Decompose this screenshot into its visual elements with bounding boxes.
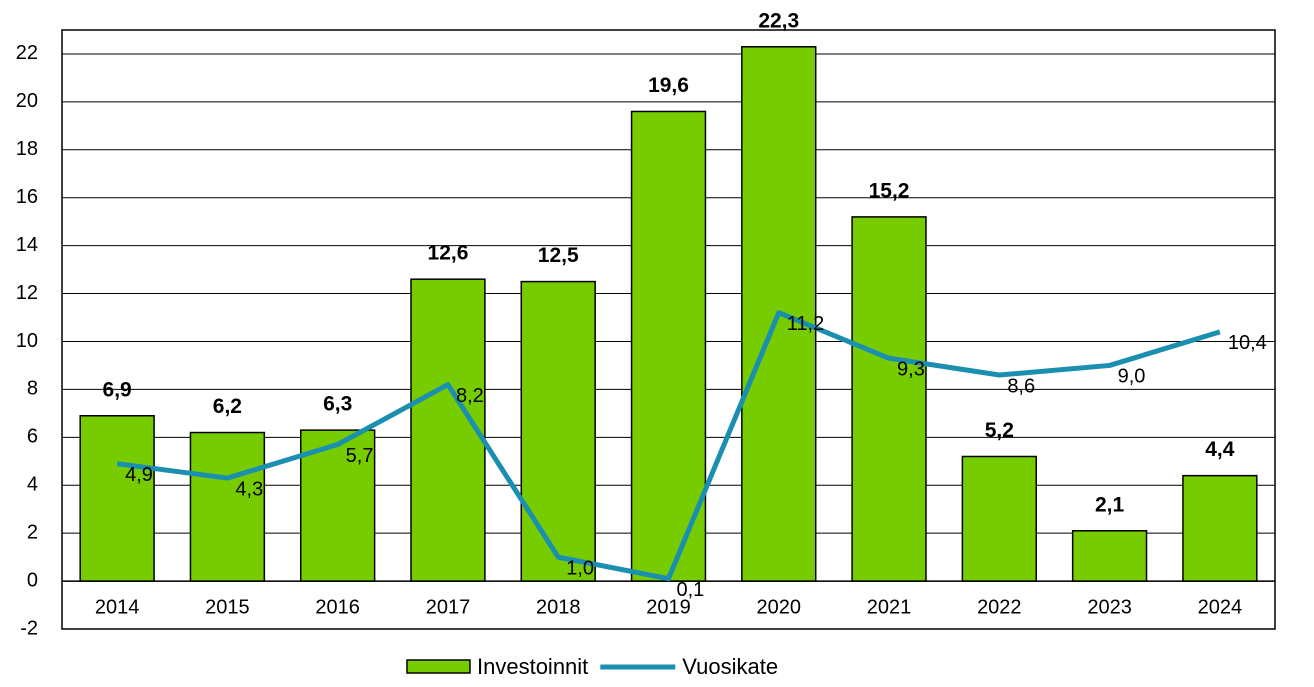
bar-value-label: 6,2 (213, 395, 242, 418)
line-value-label: 9,0 (1118, 366, 1146, 388)
bar (1071, 530, 1148, 582)
legend-label: Investoinnit (477, 654, 588, 679)
y-tick-label: 22 (16, 42, 38, 64)
x-tick-label: 2015 (205, 596, 250, 618)
line-value-label: 8,6 (1007, 375, 1035, 397)
x-tick-label: 2024 (1198, 596, 1243, 618)
y-tick-label: 12 (16, 282, 38, 304)
y-tick-label: 20 (16, 90, 38, 112)
bar-value-label: 2,1 (1095, 493, 1125, 516)
line-value-label: 10,4 (1228, 332, 1267, 354)
x-tick-label: 2023 (1087, 596, 1132, 618)
y-tick-label: 10 (16, 330, 38, 352)
line-value-label: 4,3 (235, 478, 263, 500)
bar (961, 455, 1038, 582)
bar-value-label: 12,6 (428, 242, 469, 265)
y-tick-label: 16 (16, 186, 38, 208)
bar (189, 431, 266, 582)
bar-value-label: 5,2 (985, 419, 1014, 442)
line-value-label: 4,9 (125, 464, 153, 486)
line-value-label: 1,0 (566, 557, 594, 579)
x-tick-label: 2020 (757, 596, 802, 618)
bar-value-label: 19,6 (648, 74, 689, 97)
x-tick-label: 2017 (426, 596, 471, 618)
bar-value-label: 22,3 (758, 9, 799, 32)
bar (410, 278, 486, 582)
y-tick-label: 18 (16, 138, 38, 160)
line-value-label: 8,2 (456, 385, 484, 407)
line-value-label: 11,2 (787, 313, 824, 335)
bar-value-label: 6,3 (323, 393, 352, 416)
bar-value-label: 15,2 (869, 179, 910, 202)
line-value-label: 9,3 (897, 359, 925, 381)
bar (299, 429, 376, 582)
legend-label: Vuosikate (682, 654, 778, 679)
bar-value-label: 6,9 (103, 378, 132, 401)
x-tick-label: 2014 (95, 596, 140, 618)
bar (1182, 474, 1258, 582)
y-tick-label: -2 (20, 617, 38, 639)
line-value-label: 5,7 (346, 445, 374, 467)
x-tick-label: 2022 (977, 596, 1022, 618)
y-tick-label: 6 (27, 426, 38, 448)
x-tick-label: 2016 (315, 596, 360, 618)
y-tick-label: 2 (27, 521, 38, 543)
x-tick-label: 2018 (536, 596, 581, 618)
plot-border (61, 29, 1276, 630)
bar (851, 216, 927, 582)
y-tick-label: 14 (16, 234, 38, 256)
y-tick-label: 8 (27, 378, 38, 400)
legend-swatch (406, 659, 471, 674)
line (116, 310, 1221, 582)
bar-value-label: 12,5 (538, 244, 579, 267)
x-tick-label: 2019 (646, 596, 691, 618)
bar-value-label: 4,4 (1205, 438, 1235, 461)
bar (79, 415, 155, 582)
bar (520, 280, 596, 582)
y-tick-label: 0 (27, 569, 38, 591)
x-tick-label: 2021 (867, 596, 912, 618)
bar (630, 110, 707, 582)
y-tick-label: 4 (27, 474, 38, 496)
line-value-label: 0,1 (677, 579, 705, 601)
